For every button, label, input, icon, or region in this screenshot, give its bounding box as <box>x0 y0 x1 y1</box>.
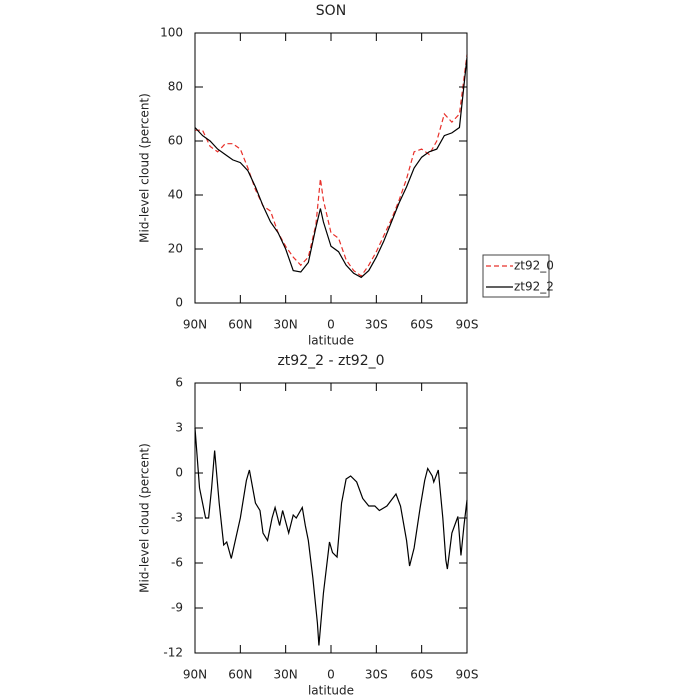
x-tick-label: 30S <box>365 318 388 332</box>
x-tick-label: 60S <box>410 318 433 332</box>
x-tick-label: 30N <box>274 668 298 682</box>
x-tick-label: 90N <box>183 668 207 682</box>
y-tick-label: 20 <box>168 242 183 256</box>
x-axis-label: latitude <box>308 334 354 348</box>
x-tick-label: 90N <box>183 318 207 332</box>
legend-box <box>482 254 550 298</box>
chart-title: SON <box>316 3 346 19</box>
x-tick-label: 90S <box>456 318 479 332</box>
x-tick-label: 0 <box>327 318 335 332</box>
x-tick-label: 60N <box>228 318 252 332</box>
y-tick-label: 0 <box>175 466 183 480</box>
y-axis-label: Mid-level cloud (percent) <box>138 93 152 243</box>
legend-label: zt92_2 <box>514 280 554 294</box>
x-tick-label: 60S <box>410 668 433 682</box>
y-tick-label: 80 <box>168 80 183 94</box>
y-axis-label: Mid-level cloud (percent) <box>138 443 152 593</box>
x-tick-label: 30S <box>365 668 388 682</box>
legend-label: zt92_0 <box>514 259 554 273</box>
y-tick-label: -9 <box>171 601 183 615</box>
y-tick-label: 6 <box>175 376 183 390</box>
y-tick-label: 100 <box>160 26 183 40</box>
x-tick-label: 30N <box>274 318 298 332</box>
chart-title: zt92_2 - zt92_0 <box>277 353 384 369</box>
y-tick-label: 40 <box>168 188 183 202</box>
y-tick-label: 60 <box>168 134 183 148</box>
data-line <box>195 54 468 277</box>
plot-frame <box>194 382 468 654</box>
data-line <box>194 427 468 646</box>
y-tick-label: -12 <box>163 646 183 660</box>
y-tick-label: 3 <box>175 421 183 435</box>
plot-frame <box>194 32 468 304</box>
x-tick-label: 60N <box>228 668 252 682</box>
x-axis-label: latitude <box>308 684 354 698</box>
x-tick-label: 90S <box>456 668 479 682</box>
y-tick-label: 0 <box>175 296 183 310</box>
x-tick-label: 0 <box>327 668 335 682</box>
data-line <box>194 57 468 279</box>
y-tick-label: -3 <box>171 511 183 525</box>
y-tick-label: -6 <box>171 556 183 570</box>
